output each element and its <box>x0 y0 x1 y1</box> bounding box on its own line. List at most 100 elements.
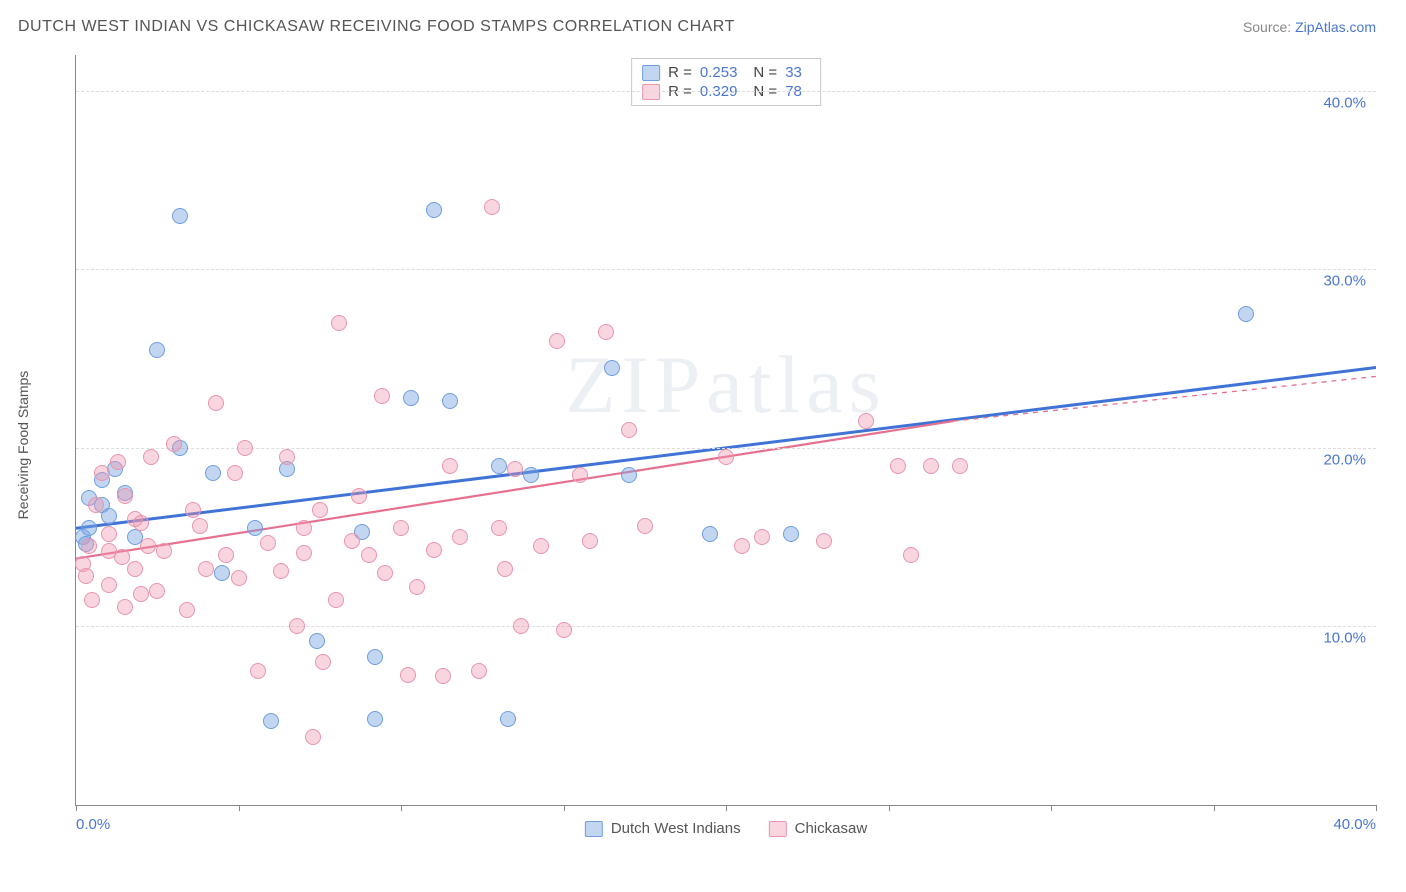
data-point <box>328 592 344 608</box>
data-point <box>227 465 243 481</box>
data-point <box>237 440 253 456</box>
data-point <box>783 526 799 542</box>
trend-lines <box>76 55 1376 805</box>
data-point <box>117 599 133 615</box>
data-point <box>513 618 529 634</box>
data-point <box>205 465 221 481</box>
data-point <box>452 529 468 545</box>
data-point <box>260 535 276 551</box>
data-point <box>637 518 653 534</box>
data-point <box>377 565 393 581</box>
data-point <box>361 547 377 563</box>
y-axis-label: Receiving Food Stamps <box>15 371 31 520</box>
data-point <box>172 208 188 224</box>
data-point <box>101 526 117 542</box>
data-point <box>273 563 289 579</box>
data-point <box>858 413 874 429</box>
x-tick <box>401 805 402 811</box>
data-point <box>101 577 117 593</box>
y-tick-label: 30.0% <box>1323 273 1366 290</box>
data-point <box>84 592 100 608</box>
stat-n-value: 33 <box>785 64 802 81</box>
data-point <box>166 436 182 452</box>
bottom-legend: Dutch West IndiansChickasaw <box>585 820 867 837</box>
data-point <box>374 388 390 404</box>
data-point <box>312 502 328 518</box>
legend-item: Dutch West Indians <box>585 820 741 837</box>
data-point <box>140 538 156 554</box>
data-point <box>279 449 295 465</box>
data-point <box>81 538 97 554</box>
data-point <box>315 654 331 670</box>
data-point <box>88 497 104 513</box>
plot-area: ZIPatlas R =0.253N =33R =0.329N =78 Dutc… <box>75 55 1376 806</box>
legend-label: Dutch West Indians <box>611 820 741 837</box>
data-point <box>214 565 230 581</box>
data-point <box>484 199 500 215</box>
data-point <box>903 547 919 563</box>
data-point <box>393 520 409 536</box>
data-point <box>114 549 130 565</box>
data-point <box>192 518 208 534</box>
data-point <box>344 533 360 549</box>
data-point <box>556 622 572 638</box>
x-tick <box>1376 805 1377 811</box>
data-point <box>117 488 133 504</box>
data-point <box>621 467 637 483</box>
data-point <box>78 568 94 584</box>
data-point <box>497 561 513 577</box>
data-point <box>523 467 539 483</box>
data-point <box>250 663 266 679</box>
data-point <box>409 579 425 595</box>
data-point <box>185 502 201 518</box>
y-tick-label: 40.0% <box>1323 94 1366 111</box>
y-tick-label: 20.0% <box>1323 451 1366 468</box>
data-point <box>442 393 458 409</box>
source-prefix: Source: <box>1243 19 1295 35</box>
data-point <box>952 458 968 474</box>
legend-swatch <box>642 65 660 81</box>
data-point <box>149 583 165 599</box>
data-point <box>426 202 442 218</box>
stat-r-label: R = <box>668 64 692 81</box>
x-tick <box>564 805 565 811</box>
data-point <box>533 538 549 554</box>
data-point <box>604 360 620 376</box>
data-point <box>491 458 507 474</box>
gridline <box>76 269 1376 270</box>
legend-swatch <box>585 821 603 837</box>
data-point <box>471 663 487 679</box>
data-point <box>702 526 718 542</box>
data-point <box>598 324 614 340</box>
data-point <box>754 529 770 545</box>
data-point <box>426 542 442 558</box>
data-point <box>331 315 347 331</box>
data-point <box>179 602 195 618</box>
data-point <box>94 465 110 481</box>
data-point <box>149 342 165 358</box>
data-point <box>110 454 126 470</box>
chart-title: DUTCH WEST INDIAN VS CHICKASAW RECEIVING… <box>18 18 735 36</box>
data-point <box>1238 306 1254 322</box>
x-tick-label: 0.0% <box>76 816 110 833</box>
watermark: ZIPatlas <box>565 338 886 432</box>
legend-swatch <box>769 821 787 837</box>
data-point <box>734 538 750 554</box>
chart-container: Receiving Food Stamps ZIPatlas R =0.253N… <box>45 55 1375 835</box>
x-tick <box>1051 805 1052 811</box>
data-point <box>296 545 312 561</box>
data-point <box>247 520 263 536</box>
data-point <box>101 508 117 524</box>
data-point <box>81 520 97 536</box>
data-point <box>198 561 214 577</box>
data-point <box>231 570 247 586</box>
source-link[interactable]: ZipAtlas.com <box>1295 19 1376 35</box>
data-point <box>582 533 598 549</box>
stats-row: R =0.253N =33 <box>642 63 810 82</box>
data-point <box>435 668 451 684</box>
data-point <box>367 649 383 665</box>
data-point <box>500 711 516 727</box>
data-point <box>143 449 159 465</box>
data-point <box>491 520 507 536</box>
data-point <box>133 586 149 602</box>
